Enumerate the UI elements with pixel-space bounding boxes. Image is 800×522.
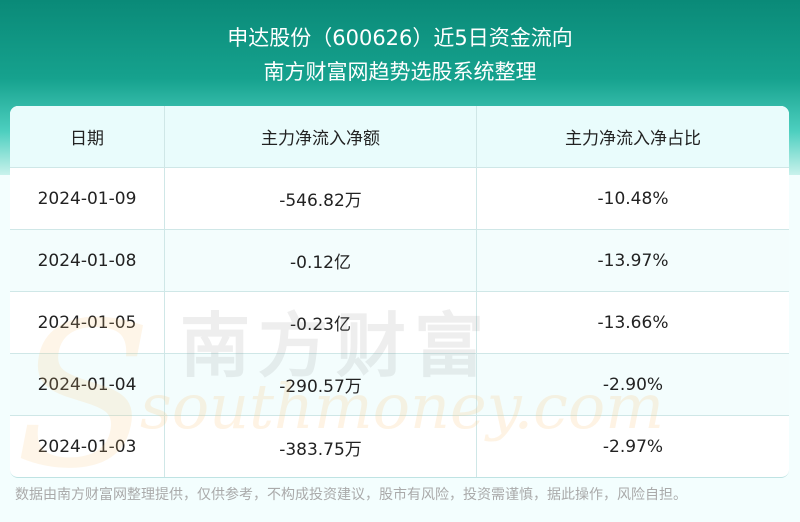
column-header-net-ratio: 主力净流入净占比 <box>565 129 701 149</box>
net-amount-cell: -383.75万 <box>165 416 477 477</box>
table-row: 2024-01-05 -0.23亿 -13.66% <box>10 292 789 354</box>
net-ratio-cell: -13.97% <box>597 250 669 271</box>
date-cell: 2024-01-05 <box>10 292 165 353</box>
date-cell: 2024-01-04 <box>10 354 165 415</box>
net-amount-cell: -0.12亿 <box>165 230 477 291</box>
table-row: 2024-01-09 -546.82万 -10.48% <box>10 168 789 230</box>
net-ratio-cell: -2.97% <box>602 437 664 457</box>
table-header-row: 日期 主力净流入净额 主力净流入净占比 <box>10 106 789 168</box>
page-subtitle: 南方财富网趋势选股系统整理 <box>263 60 537 84</box>
page-title: 申达股份（600626）近5日资金流向 <box>227 26 573 50</box>
net-ratio-cell: -10.48% <box>597 188 669 209</box>
net-amount-cell: -546.82万 <box>165 168 477 229</box>
table-row: 2024-01-08 -0.12亿 -13.97% <box>10 230 789 292</box>
table-row: 2024-01-04 -290.57万 -2.90% <box>10 354 789 416</box>
net-ratio-cell: -13.66% <box>597 312 669 333</box>
table-row: 2024-01-03 -383.75万 -2.97% <box>10 416 789 477</box>
date-cell: 2024-01-03 <box>10 416 165 477</box>
fund-flow-table: 日期 主力净流入净额 主力净流入净占比 2024-01-09 -546.82万 … <box>10 106 789 478</box>
disclaimer: 数据由南方财富网整理提供，仅供参考，不构成投资建议，股市有风险，投资需谨慎，据此… <box>15 487 687 503</box>
column-header-date: 日期 <box>10 106 165 167</box>
date-cell: 2024-01-09 <box>10 168 165 229</box>
column-header-net-amount: 主力净流入净额 <box>165 106 477 167</box>
net-ratio-cell: -2.90% <box>602 374 664 395</box>
date-cell: 2024-01-08 <box>10 230 165 291</box>
net-amount-cell: -0.23亿 <box>165 292 477 353</box>
net-amount-cell: -290.57万 <box>165 354 477 415</box>
